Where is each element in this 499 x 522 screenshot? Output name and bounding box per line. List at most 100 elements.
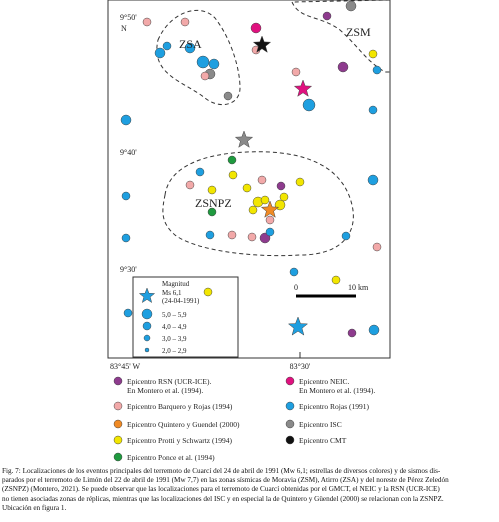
epicenter <box>368 324 380 336</box>
legend-marker <box>113 435 123 445</box>
epicenter <box>347 328 357 338</box>
inset-size <box>144 347 150 353</box>
epicenter <box>276 181 286 191</box>
legend-marker <box>285 419 295 429</box>
epicenter <box>295 177 305 187</box>
legend-label: Epicentro CMT <box>299 436 347 445</box>
legend-marker <box>285 401 295 411</box>
epicenter <box>123 308 133 318</box>
inset-star <box>138 287 156 304</box>
epicenter <box>331 275 341 285</box>
inset-size-label: 4,0 – 4,9 <box>162 323 187 331</box>
latitude-label: 9°30' <box>120 265 137 274</box>
caption: Fig. 7: Localizaciones de los eventos pr… <box>2 467 497 513</box>
zone-outline <box>162 151 354 257</box>
legend-marker <box>285 435 295 445</box>
epicenter <box>337 61 349 73</box>
epicenter <box>242 183 252 193</box>
map-figure: 9°50' 9°40' 9°30' N 83°45' W 83°30' ZSA ZSM ZSNP… <box>107 0 391 462</box>
epicenter <box>368 105 378 115</box>
epicenter <box>247 232 257 242</box>
epicenter <box>142 17 152 27</box>
epicenter <box>208 58 220 70</box>
inset-star-label: (24-04-1991) <box>162 297 200 305</box>
latitude-label: 9°40' <box>120 148 137 157</box>
inset-size-label: 3,0 – 3,9 <box>162 335 187 343</box>
epicenter <box>205 230 215 240</box>
epicenter <box>200 71 210 81</box>
legend-label: Epicentro ISC <box>299 420 342 429</box>
inset-size-label: 5,0 – 5,9 <box>162 311 187 319</box>
zone-label: ZSA <box>179 37 202 51</box>
legend-marker <box>113 376 123 386</box>
legend-label: En Montero et al. (1994). <box>127 386 203 395</box>
epicenter <box>372 242 382 252</box>
inset-title: Magnitud <box>162 280 190 288</box>
epicenter <box>154 47 166 59</box>
zone-label: ZSM <box>346 25 371 39</box>
epicenter <box>367 174 379 186</box>
caption-line: Ubicación en figura 1. <box>2 503 67 512</box>
epicenter <box>265 215 275 225</box>
star-quintero <box>260 200 280 218</box>
epicenter <box>120 114 132 126</box>
epicenter <box>260 195 270 205</box>
epicenter <box>227 155 237 165</box>
epicenter <box>257 175 267 185</box>
longitude-label: 83°30' <box>290 362 311 371</box>
map-frame <box>107 0 391 359</box>
epicenter <box>195 167 205 177</box>
legend-label: Epicentro Rojas (1991) <box>299 402 369 411</box>
legend-label: Epicentro RSN (UCR-ICE). <box>127 377 211 386</box>
epicenter <box>196 55 210 69</box>
inset-star-label: Ms 6,1 <box>162 289 182 297</box>
legend-marker <box>113 419 123 429</box>
longitude-label: 83°45' W <box>110 362 140 371</box>
epicenter <box>185 180 195 190</box>
legend-label: Epicentro Ponce et al. (1994) <box>127 453 215 462</box>
legend-label: Epicentro Quintero y Guendel (2000) <box>127 420 240 429</box>
epicenter <box>291 67 301 77</box>
legend-marker <box>113 401 123 411</box>
caption-line: (ZSNPZ) (Montero, 2021). Se puede observ… <box>2 485 440 494</box>
caption-line: no tienen asociadas zonas de réplicas, m… <box>2 494 444 503</box>
inset-size <box>142 321 152 331</box>
zone-outline <box>156 9 241 106</box>
epicenter <box>180 17 190 27</box>
legend-marker <box>113 452 123 462</box>
epicenter <box>289 267 299 277</box>
zone-label: ZSNPZ <box>195 196 232 210</box>
legend-label: En Montero et al. (1994). <box>299 386 375 395</box>
epicenter <box>248 205 258 215</box>
epicenter <box>368 49 378 59</box>
epicenter <box>227 230 237 240</box>
epicenter <box>341 231 351 241</box>
epicenter <box>121 233 131 243</box>
star-cmt <box>252 35 272 53</box>
epicenter <box>184 42 196 54</box>
epicenter <box>228 170 238 180</box>
legend-label: Epicentro Barquero y Rojas (1994) <box>127 402 233 411</box>
epicenter <box>265 227 275 237</box>
latitude-label: 9°50' <box>120 13 137 22</box>
legend-marker <box>285 376 295 386</box>
epicenter <box>259 232 271 244</box>
epicenter <box>322 11 332 21</box>
legend-label: Epicentro Protti y Schwartz (1994) <box>127 436 232 445</box>
scale-label: 10 km <box>348 283 369 292</box>
inset-size <box>143 334 151 342</box>
epicenter <box>372 65 382 75</box>
scale-label: 0 <box>294 283 298 292</box>
legend-label: Epicentro NEIC. <box>299 377 350 386</box>
caption-line: parados por el terremoto de Limón del 22… <box>2 476 449 485</box>
epicenter <box>203 287 213 297</box>
star-rsn <box>287 316 309 336</box>
epicenter <box>223 91 233 101</box>
epicenter <box>207 207 217 217</box>
epicenter <box>121 191 131 201</box>
epicenter <box>345 0 357 12</box>
epicenter <box>302 98 316 112</box>
inset-size-label: 2,0 – 2,9 <box>162 347 187 355</box>
epicenter <box>250 22 262 34</box>
